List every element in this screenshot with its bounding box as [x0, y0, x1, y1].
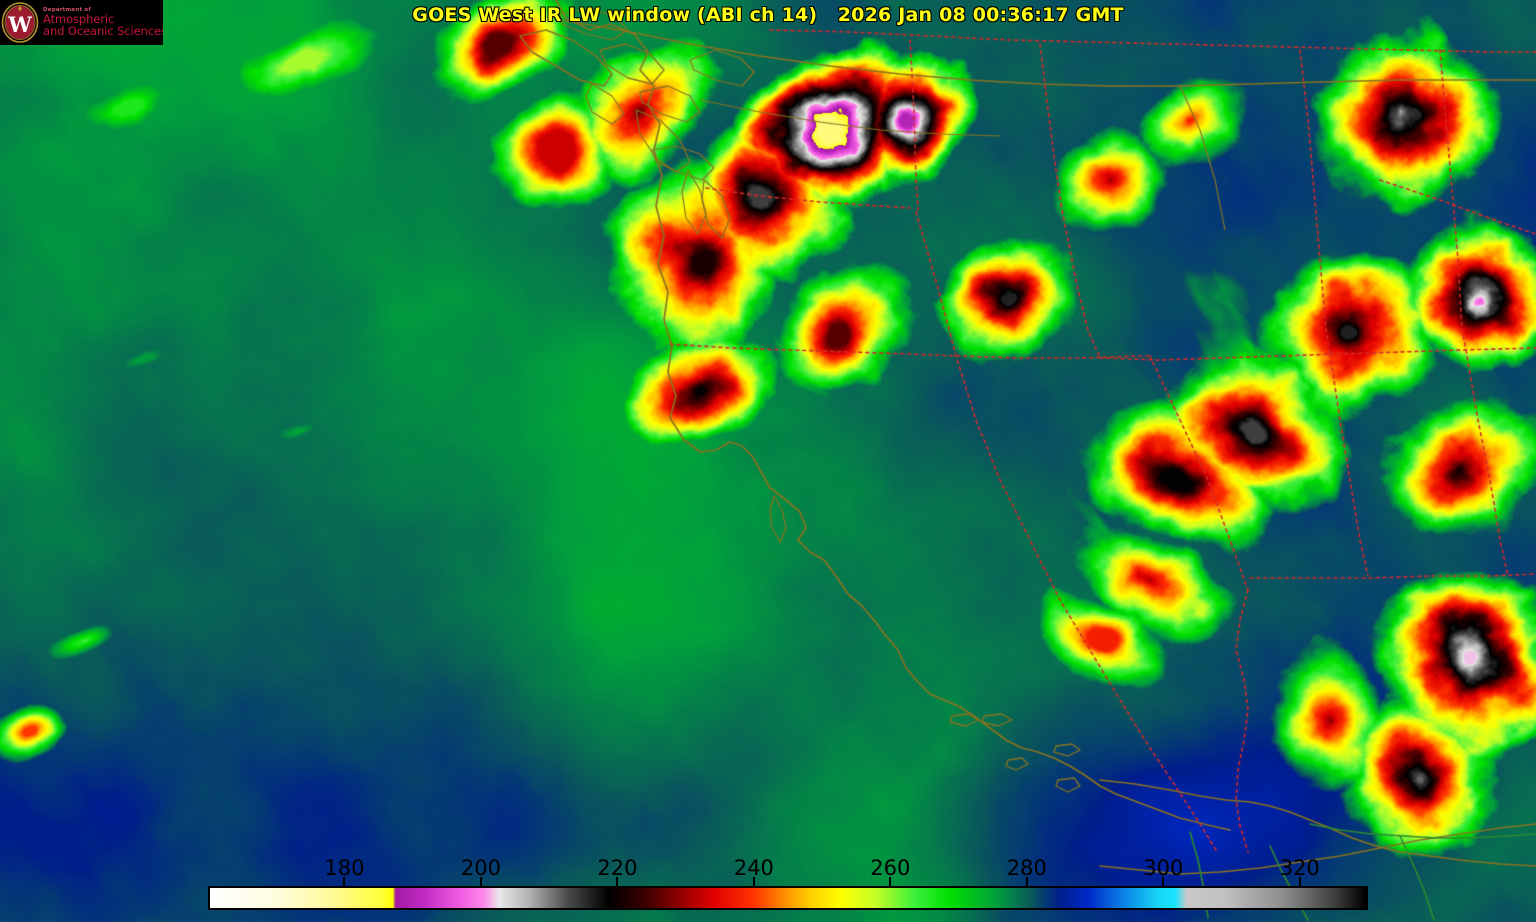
- logo-atmospheric-line: Atmospheric: [43, 12, 115, 27]
- logo-department-line: Department of: [43, 6, 91, 13]
- temperature-colorbar[interactable]: [208, 886, 1368, 910]
- svg-text:W: W: [7, 12, 32, 37]
- colorbar-gradient: [210, 888, 1366, 908]
- logo-oceanic-line: and Oceanic Sciences: [43, 23, 163, 38]
- uw-logo-text: Department of Atmospheric and Oceanic Sc…: [40, 6, 163, 38]
- uw-crest-icon: W: [0, 1, 40, 44]
- uw-aos-logo: W Department of Atmospheric and Oceanic …: [0, 0, 163, 45]
